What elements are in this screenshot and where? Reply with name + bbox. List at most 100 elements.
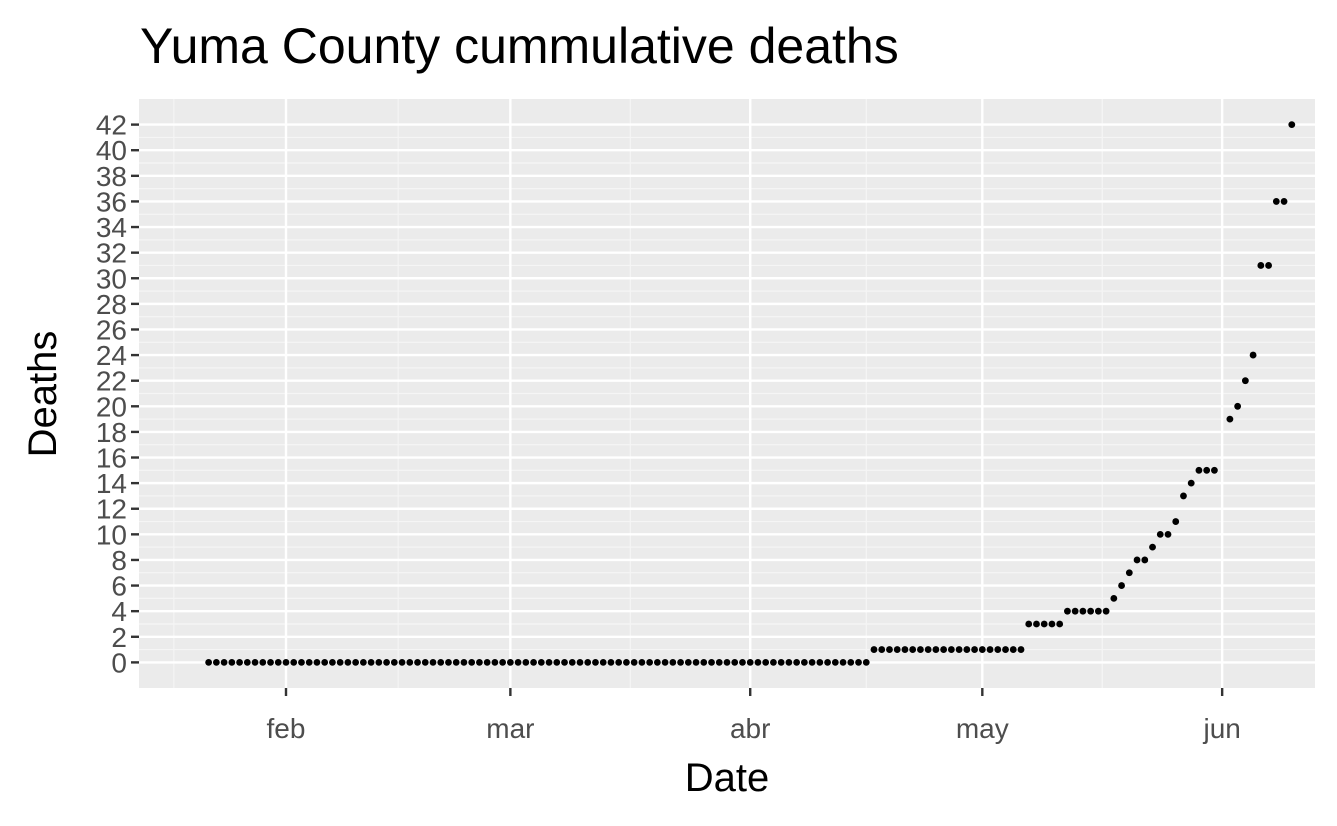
data-point bbox=[1257, 262, 1265, 269]
data-point bbox=[708, 658, 715, 666]
data-point bbox=[731, 658, 739, 666]
data-point bbox=[329, 658, 336, 666]
y-axis-title: Deaths bbox=[21, 331, 65, 458]
data-point bbox=[1017, 646, 1025, 653]
data-point bbox=[452, 658, 460, 666]
data-point bbox=[623, 658, 630, 666]
data-point bbox=[917, 646, 924, 653]
data-point bbox=[963, 646, 971, 653]
data-point bbox=[653, 658, 661, 666]
data-point bbox=[1241, 377, 1249, 385]
data-point bbox=[398, 658, 406, 666]
data-point bbox=[1249, 351, 1257, 359]
data-point bbox=[785, 658, 793, 666]
data-point bbox=[514, 658, 522, 666]
data-point bbox=[1234, 402, 1242, 410]
data-point bbox=[669, 658, 677, 666]
data-point bbox=[862, 658, 870, 666]
y-tick-label: 10 bbox=[96, 519, 127, 550]
y-tick-label: 18 bbox=[96, 417, 127, 448]
y-tick-label: 34 bbox=[96, 212, 127, 243]
data-point bbox=[592, 658, 599, 666]
data-point bbox=[1280, 198, 1288, 205]
data-point bbox=[1195, 466, 1203, 474]
data-point bbox=[491, 658, 499, 666]
data-point bbox=[986, 646, 994, 653]
x-tick-label: jun bbox=[1202, 713, 1240, 744]
data-point bbox=[445, 658, 452, 666]
x-axis: feb mar abr may jun bbox=[267, 688, 1241, 744]
data-point bbox=[375, 658, 383, 666]
data-point bbox=[251, 658, 259, 666]
data-point bbox=[770, 658, 777, 666]
y-tick-label: 12 bbox=[96, 494, 127, 525]
data-point bbox=[994, 646, 1002, 653]
data-point bbox=[978, 646, 986, 653]
data-point bbox=[1156, 530, 1164, 538]
data-point bbox=[847, 658, 855, 666]
data-point bbox=[414, 658, 421, 666]
data-point bbox=[259, 658, 267, 666]
data-point bbox=[1180, 492, 1187, 500]
y-tick-label: 42 bbox=[96, 110, 127, 141]
data-point bbox=[205, 658, 213, 666]
data-point bbox=[553, 658, 561, 666]
data-point bbox=[267, 658, 274, 666]
data-point bbox=[947, 646, 955, 653]
y-tick-label: 14 bbox=[96, 468, 127, 499]
data-point bbox=[1149, 543, 1156, 551]
data-point bbox=[793, 658, 801, 666]
data-point bbox=[522, 658, 530, 666]
data-point bbox=[1203, 466, 1211, 474]
x-axis-title: Date bbox=[685, 756, 770, 800]
data-point bbox=[1288, 121, 1296, 129]
y-tick-label: 6 bbox=[111, 571, 127, 602]
y-tick-label: 16 bbox=[96, 443, 127, 474]
data-point bbox=[754, 658, 762, 666]
x-tick-label: feb bbox=[267, 713, 306, 744]
data-point bbox=[909, 646, 917, 653]
data-point bbox=[1110, 594, 1118, 602]
data-point bbox=[243, 658, 251, 666]
data-point bbox=[576, 658, 584, 666]
data-point bbox=[1002, 646, 1009, 653]
y-tick-label: 2 bbox=[111, 622, 127, 653]
data-point bbox=[1187, 479, 1195, 487]
data-point bbox=[499, 658, 507, 666]
y-tick-label: 4 bbox=[111, 596, 127, 627]
data-point bbox=[955, 646, 963, 653]
y-tick-label: 28 bbox=[96, 289, 127, 320]
data-point bbox=[607, 658, 615, 666]
data-point bbox=[1064, 607, 1071, 615]
data-point bbox=[715, 658, 723, 666]
y-tick-label: 0 bbox=[111, 647, 127, 678]
data-point bbox=[777, 658, 785, 666]
data-point bbox=[421, 658, 429, 666]
data-point bbox=[739, 658, 746, 666]
data-point bbox=[762, 658, 770, 666]
data-point bbox=[1094, 607, 1102, 615]
y-tick-label: 36 bbox=[96, 186, 127, 217]
data-point bbox=[367, 658, 375, 666]
data-point bbox=[1125, 569, 1133, 577]
y-tick-label: 32 bbox=[96, 238, 127, 269]
data-point bbox=[321, 658, 329, 666]
data-point bbox=[584, 658, 592, 666]
data-point bbox=[483, 658, 491, 666]
data-point bbox=[831, 658, 839, 666]
data-point bbox=[437, 658, 445, 666]
data-point bbox=[390, 658, 398, 666]
data-point bbox=[1087, 607, 1095, 615]
data-point bbox=[1040, 620, 1048, 628]
data-point bbox=[1226, 415, 1234, 423]
data-point bbox=[886, 646, 893, 653]
data-point bbox=[615, 658, 623, 666]
data-point bbox=[1079, 607, 1087, 615]
data-point bbox=[282, 658, 290, 666]
data-point bbox=[630, 658, 638, 666]
data-point bbox=[305, 658, 313, 666]
data-point bbox=[816, 658, 824, 666]
major-gridlines-y bbox=[139, 123, 1315, 664]
